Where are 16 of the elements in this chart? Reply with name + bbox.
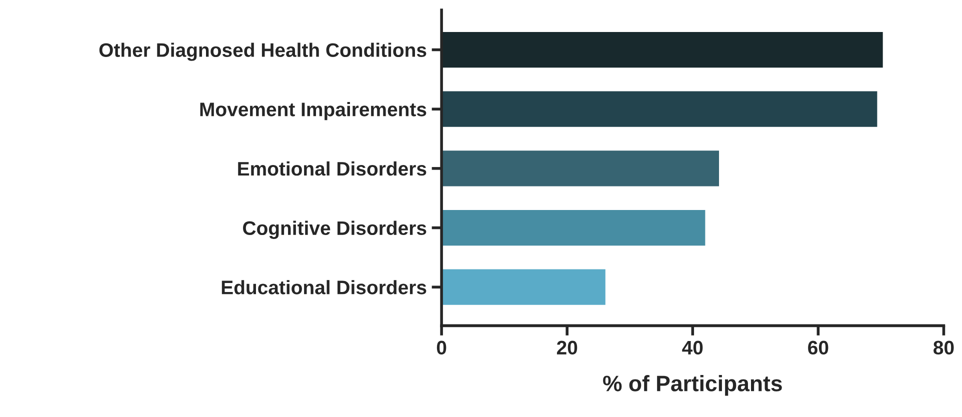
y-tick-label: Emotional Disorders [238,161,426,176]
x-tick-label: 80 [934,340,954,355]
y-tick-label: Cognitive Disorders [243,220,426,239]
bar [442,210,706,246]
bar [442,32,883,68]
bar [442,150,720,186]
x-tick-label: 0 [436,340,446,355]
y-tick-label: Educational Disorders [222,280,426,294]
x-tick-label: 40 [682,340,703,355]
x-tick-label: 20 [556,340,578,355]
bar [442,269,606,305]
y-tick-label: Other Diagnosed Health Conditions [99,42,426,61]
y-tick-label: Movement Impairements [200,102,426,120]
x-axis-title: % of Participants [603,375,782,396]
bar [442,91,878,127]
x-tick-label: 60 [808,340,828,355]
